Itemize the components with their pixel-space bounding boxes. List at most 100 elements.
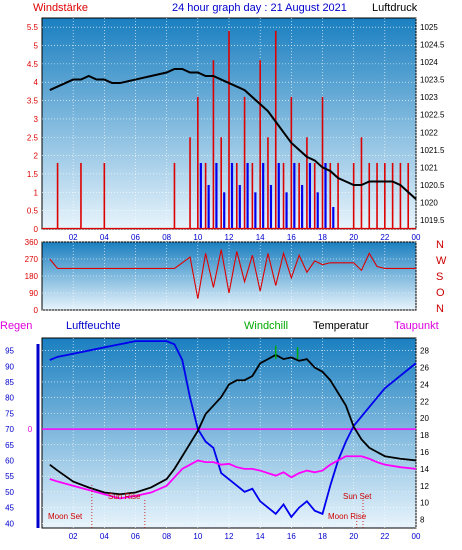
x-tick-label: 12 [225,532,234,541]
x-tick-label: 00 [412,233,421,242]
humidity-tick-label: 90 [5,362,14,371]
y-right-tick-label: 1024 [420,58,438,67]
humidity-label: Luftfeuchte [66,320,121,332]
astro-label: Moon Rise [328,512,367,521]
x-tick-label: 08 [162,233,171,242]
panel-bg-3 [41,337,417,529]
y-left-tick-label: 3 [34,115,39,124]
temperature-tick-label: 14 [420,465,429,474]
direction-tick-label: 90 [29,289,38,298]
x-tick-label: 12 [225,233,234,242]
y-right-tick-label: 1024.5 [420,40,445,49]
wind-speed-label: Windstärke [33,2,89,14]
wind-direction-line [49,249,416,299]
y-left-tick-label: 2.5 [27,133,39,142]
humidity-tick-label: 65 [5,441,14,450]
dewpoint-line [49,455,417,500]
astro-label: Moon Set [48,512,83,521]
temperature-tick-label: 12 [420,482,429,491]
x-tick-label: 16 [287,532,296,541]
temperature-tick-label: 18 [420,431,429,440]
humidity-tick-label: 95 [5,347,14,356]
temperature-tick-label: 28 [420,347,429,356]
x-tick-label: 18 [318,532,327,541]
y-left-tick-label: 5 [34,42,39,51]
temperature-tick-label: 10 [420,499,429,508]
x-tick-label: 16 [287,233,296,242]
x-tick-label: 20 [349,233,358,242]
humidity-line [49,340,417,519]
dewpoint-label: Taupunkt [394,320,439,332]
humidity-tick-label: 40 [5,519,14,528]
humidity-tick-label: 85 [5,378,14,387]
y-left-tick-label: 0.5 [27,207,39,216]
y-left-tick-label: 1.5 [27,170,39,179]
pressure-line [49,67,417,200]
x-tick-label: 06 [131,233,140,242]
pressure-label: Luftdruck [372,2,418,14]
x-tick-label: 18 [318,233,327,242]
compass-n-bottom: N [436,303,444,315]
x-tick-label: 04 [100,532,109,541]
x-tick-label: 22 [380,532,389,541]
temperature-line [49,353,417,496]
x-tick-label: 06 [131,532,140,541]
direction-tick-label: 180 [25,272,39,281]
y-left-tick-label: 4 [34,78,39,87]
y-right-tick-label: 1021 [420,163,438,172]
y-left-tick-label: 3.5 [27,97,39,106]
y-right-tick-label: 1019.5 [420,216,445,225]
x-tick-label: 04 [100,233,109,242]
compass-s: S [436,271,444,283]
direction-tick-label: 360 [25,238,39,247]
compass-w: W [436,255,447,267]
y-right-tick-label: 1021.5 [420,146,445,155]
x-tick-label: 10 [193,233,202,242]
temperature-tick-label: 24 [420,380,429,389]
x-tick-label: 14 [256,233,265,242]
x-tick-label: 10 [193,532,202,541]
temperature-label: Temperatur [313,320,369,332]
astro-label: Sun Rise [108,492,141,501]
temperature-tick-label: 16 [420,448,429,457]
x-tick-label: 22 [380,233,389,242]
humidity-tick-label: 80 [5,394,14,403]
y-right-tick-label: 1020.5 [420,181,445,190]
direction-tick-label: 0 [34,306,39,315]
x-tick-label: 20 [349,532,358,541]
humidity-tick-label: 70 [5,425,14,434]
x-tick-label: 02 [69,233,78,242]
chart-title: 24 hour graph day : 21 August 2021 [172,2,347,14]
y-left-tick-label: 1 [34,188,39,197]
humidity-tick-label: 55 [5,472,14,481]
windchill-label: Windchill [244,320,289,332]
humidity-tick-label: 75 [5,409,14,418]
rain-label: Regen [0,320,33,332]
rain-tick-label: 0 [28,425,33,434]
y-left-tick-label: 2 [34,152,39,161]
humidity-tick-label: 45 [5,504,14,513]
y-right-tick-label: 1022.5 [420,111,445,120]
y-right-tick-label: 1020 [420,199,438,208]
y-right-tick-label: 1023 [420,93,438,102]
y-right-tick-label: 1023.5 [420,76,445,85]
direction-tick-label: 270 [25,255,39,264]
x-tick-label: 08 [162,532,171,541]
x-tick-label: 00 [412,532,421,541]
x-tick-label: 02 [69,532,78,541]
humidity-tick-label: 50 [5,488,14,497]
temperature-tick-label: 22 [420,397,429,406]
humidity-tick-label: 60 [5,456,14,465]
x-tick-label: 14 [256,532,265,541]
astro-label: Sun Set [343,492,372,501]
compass-o: O [436,287,445,299]
y-left-tick-label: 0 [34,225,39,234]
y-left-tick-label: 4.5 [27,60,39,69]
temperature-tick-label: 20 [420,414,429,423]
y-left-tick-label: 5.5 [27,23,39,32]
y-right-tick-label: 1025 [420,23,438,32]
compass-n-top: N [436,239,444,251]
temperature-tick-label: 8 [420,516,425,525]
temperature-tick-label: 26 [420,364,429,373]
